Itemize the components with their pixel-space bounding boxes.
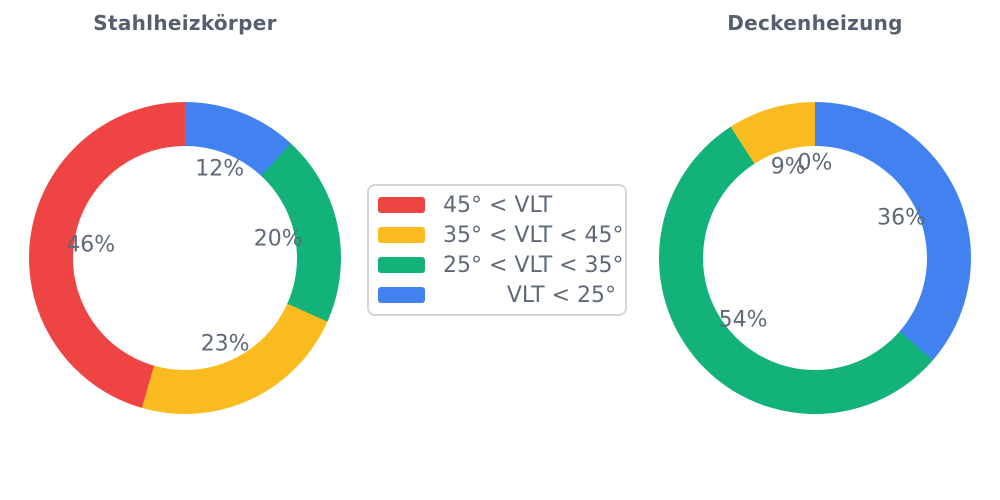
percent-label: 20% [253,226,303,252]
donut-hole [703,146,927,370]
chart-deckenheizung: Deckenheizung 0% 9% 54% 36% [630,0,1000,500]
legend-item: 45° < VLT [378,190,616,220]
chart-stahlheizkoerper: Stahlheizkörper 46% 23% 20% 12% [0,0,370,500]
chart-title: Stahlheizkörper [93,11,277,35]
legend-label: 25° < VLT < 35° [443,252,624,278]
legend-swatch-red [378,197,425,213]
percent-label: 23% [200,331,250,357]
legend-item: 35° < VLT < 45° [378,220,624,250]
legend-item: 25° < VLT < 35° [378,250,624,280]
donut-stahlheizkoerper: 46% 23% 20% 12% [29,102,341,414]
legend-swatch-blue [378,287,425,303]
legend-label: VLT < 25° [506,282,616,308]
donut-hole [73,146,297,370]
legend-box: 45° < VLT 35° < VLT < 45° 25° < VLT < 35… [367,184,627,316]
legend-label: 35° < VLT < 45° [443,222,624,248]
donut-deckenheizung: 0% 9% 54% 36% [659,102,971,414]
percent-label: 12% [195,156,245,182]
legend-label: 45° < VLT [443,192,553,218]
chart-title: Deckenheizung [727,11,903,35]
percent-label: 46% [66,232,116,258]
legend-swatch-green [378,257,425,273]
percent-label: 0% [797,150,833,176]
legend-item: VLT < 25° [378,280,616,310]
percent-label: 9% [770,154,806,180]
percent-label: 54% [718,307,768,333]
percent-label: 36% [877,205,926,231]
legend-swatch-amber [378,227,425,243]
